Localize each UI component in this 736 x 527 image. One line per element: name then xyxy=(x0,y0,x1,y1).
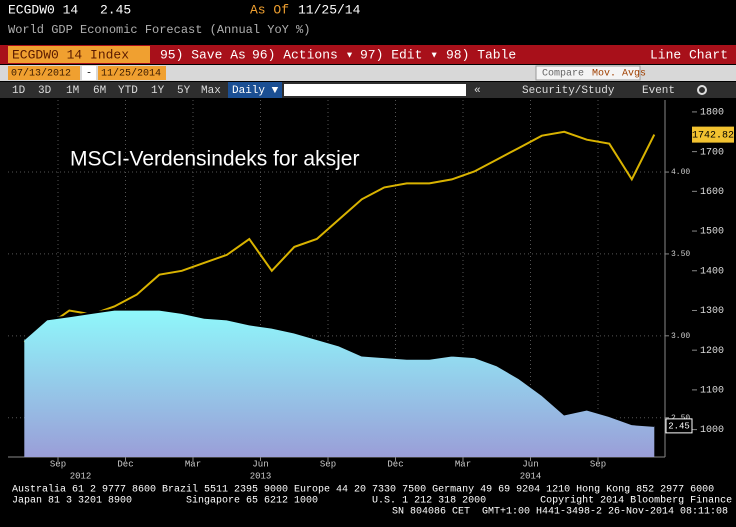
ticker: ECGDW0 14 xyxy=(8,2,78,17)
y2-tick-label: 3.00 xyxy=(671,332,690,341)
period-button[interactable]: 5Y xyxy=(177,85,191,97)
footer-line: SN 804086 CET GMT+1:00 H441-3498-2 26-No… xyxy=(392,507,728,518)
annotation: MSCI-Verdensindeks for aksjer xyxy=(70,148,359,171)
date-separator: - xyxy=(86,69,92,80)
search-input[interactable] xyxy=(284,84,466,96)
footer-line: Japan 81 3 3201 8900 Singapore 65 6212 1… xyxy=(12,495,736,507)
x-tick-label: Jun xyxy=(252,459,268,469)
period-button[interactable]: 3D xyxy=(38,85,52,97)
value-label: 2.45 xyxy=(668,421,690,431)
value-label-box xyxy=(665,418,693,434)
period-button[interactable]: 1Y xyxy=(151,85,165,97)
tool-button[interactable]: Security/Study xyxy=(522,85,615,97)
toolbar-button[interactable]: 95) Save As xyxy=(160,47,246,62)
period-button[interactable]: Max xyxy=(201,85,221,97)
x-year-label: 2014 xyxy=(520,471,542,481)
line xyxy=(23,308,655,427)
x-tick-label: Dec xyxy=(117,459,133,469)
tool-button[interactable]: « xyxy=(474,85,481,97)
asof-date: 11/25/14 xyxy=(298,2,361,17)
compare[interactable]: Compare xyxy=(542,69,584,80)
compare-box[interactable] xyxy=(535,65,641,81)
period-button[interactable]: 1D xyxy=(12,85,26,97)
period-button[interactable]: YTD xyxy=(118,85,138,97)
separator-box xyxy=(82,66,96,80)
security-box[interactable] xyxy=(8,46,150,63)
toolbar-button[interactable]: 98) Table xyxy=(446,47,516,62)
y-tick-label: 1800 xyxy=(700,108,724,119)
y2-tick-label: 2.50 xyxy=(671,414,690,423)
toolbar-button[interactable]: 97) Edit ▾ xyxy=(360,47,438,62)
y-tick-label: 1400 xyxy=(700,266,724,277)
line xyxy=(23,130,656,344)
x-tick-label: Sep xyxy=(50,459,66,469)
value-label-box xyxy=(692,126,734,143)
y-tick-label: 1200 xyxy=(700,346,724,357)
y-tick-label: 1600 xyxy=(700,187,724,198)
x-tick-label: Sep xyxy=(590,459,606,469)
value-label: 1742.82 xyxy=(692,130,734,141)
mov-avgs[interactable]: Mov. Avgs xyxy=(592,69,646,80)
security[interactable]: ECGDW0 14 Index xyxy=(12,47,129,62)
frequency-box[interactable] xyxy=(228,82,282,98)
x-year-label: 2012 xyxy=(70,471,92,481)
last-value: 2.45 xyxy=(100,2,131,17)
x-year-label: 2013 xyxy=(250,471,272,481)
end-date[interactable]: 11/25/2014 xyxy=(101,68,161,80)
start-date[interactable]: 07/13/2012 xyxy=(11,68,71,80)
x-tick-label: Sep xyxy=(320,459,336,469)
y-tick-label: 1300 xyxy=(700,306,724,317)
view-label[interactable]: Line Chart xyxy=(650,47,728,62)
footer-line: Australia 61 2 9777 8600 Brazil 5511 239… xyxy=(12,484,714,496)
area xyxy=(24,309,655,457)
y-tick-label: 1100 xyxy=(700,386,724,397)
toolbar-button[interactable]: 96) Actions ▾ xyxy=(252,47,353,62)
y2-tick-label: 3.50 xyxy=(671,250,690,259)
start-date-box[interactable] xyxy=(8,66,80,80)
tool-button[interactable]: Event xyxy=(642,85,675,97)
y-tick-label: 1000 xyxy=(700,425,724,436)
asof-label: As Of xyxy=(250,2,289,17)
action-bar xyxy=(0,45,736,64)
annotation: Forventet vekst i global bnp xyxy=(376,314,633,337)
settings-icon[interactable] xyxy=(697,85,707,95)
x-tick-label: Jun xyxy=(522,459,538,469)
frequency[interactable]: Daily ▼ xyxy=(232,85,279,97)
description: World GDP Economic Forecast (Annual YoY … xyxy=(8,23,310,37)
x-tick-label: Mar xyxy=(455,459,471,469)
y-tick-label: 1700 xyxy=(700,147,724,158)
period-button[interactable]: 1M xyxy=(66,85,79,97)
period-button[interactable]: 6M xyxy=(93,85,106,97)
x-tick-label: Mar xyxy=(185,459,201,469)
end-date-box[interactable] xyxy=(98,66,166,80)
y-tick-label: 1500 xyxy=(700,227,724,238)
x-tick-label: Dec xyxy=(387,459,403,469)
y2-tick-label: 4.00 xyxy=(671,168,690,177)
